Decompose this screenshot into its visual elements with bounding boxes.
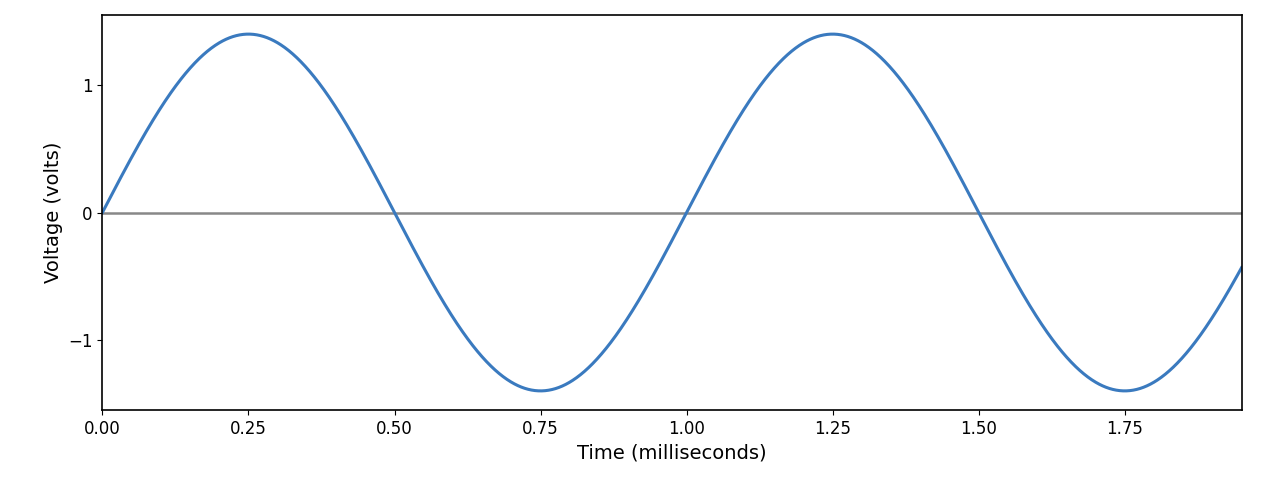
X-axis label: Time (milliseconds): Time (milliseconds) [577, 444, 767, 462]
Y-axis label: Voltage (volts): Voltage (volts) [44, 142, 63, 283]
